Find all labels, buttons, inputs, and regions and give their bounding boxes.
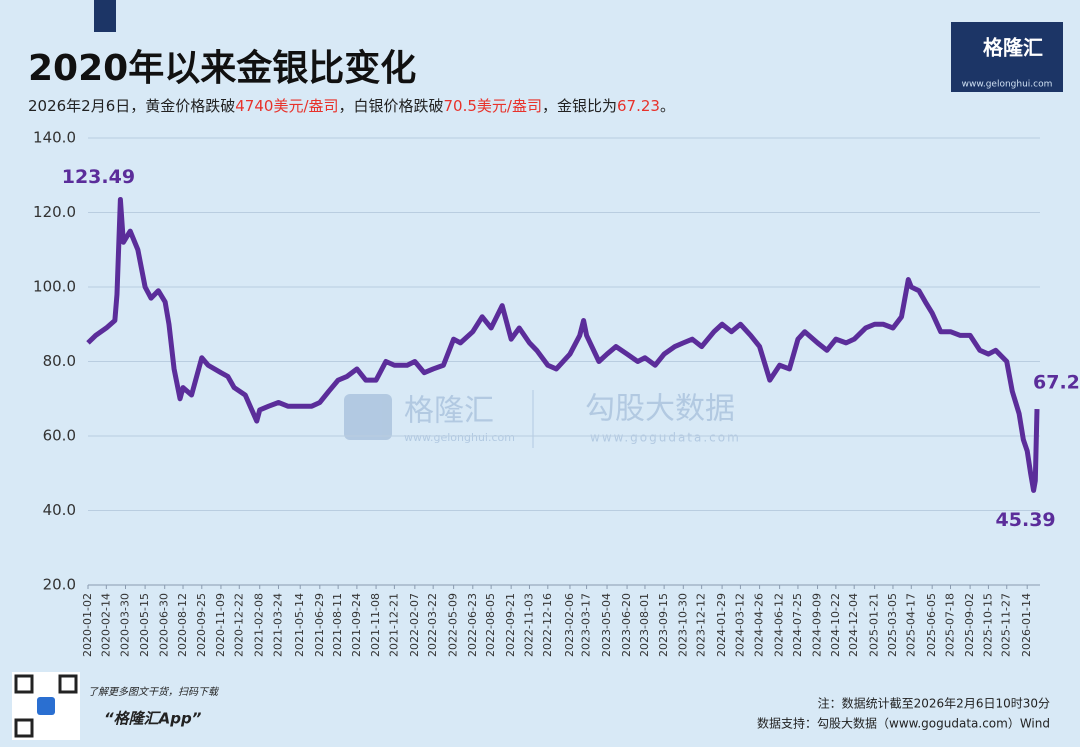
x-tick-label: 2024-10-22 <box>829 593 842 657</box>
y-tick-label: 100.0 <box>33 278 76 296</box>
x-tick-label: 2022-12-16 <box>541 593 554 657</box>
x-tick-label: 2021-12-21 <box>387 593 400 657</box>
x-tick-label: 2025-11-27 <box>1000 593 1013 657</box>
x-tick-label: 2022-02-07 <box>408 593 421 657</box>
qr-finder <box>58 674 78 694</box>
subtitle-part: 。 <box>660 97 675 115</box>
x-tick-label: 2021-05-14 <box>293 593 306 657</box>
logo-text: 格隆汇 <box>983 36 1043 60</box>
x-tick-label: 2020-08-12 <box>176 593 189 657</box>
corner-block <box>94 0 116 32</box>
x-tick-label: 2024-03-12 <box>733 593 746 657</box>
x-tick-label: 2021-11-08 <box>369 593 382 657</box>
logo-box <box>951 22 1063 92</box>
logo: 格隆汇 www.gelonghui.com <box>951 22 1063 92</box>
watermark-icon <box>344 394 392 440</box>
source: 数据支持：勾股大数据（www.gogudata.com）Wind <box>757 716 1050 731</box>
x-tick-label: 2021-09-24 <box>350 593 363 657</box>
x-tick-label: 2023-02-06 <box>563 593 576 657</box>
x-tick-label: 2022-09-21 <box>504 593 517 657</box>
x-tick-label: 2023-09-15 <box>657 593 670 657</box>
x-tick-label: 2022-06-23 <box>466 593 479 657</box>
subtitle: 2026年2月6日，黄金价格跌破4740美元/盎司，白银价格跌破70.5美元/盎… <box>28 97 675 115</box>
qr-logo <box>37 697 55 715</box>
y-tick-label: 40.0 <box>43 501 76 519</box>
watermark-data: 勾股大数据 <box>585 392 735 427</box>
x-tick-label: 2020-11-09 <box>214 593 227 657</box>
x-tick-label: 2023-12-12 <box>695 593 708 657</box>
x-tick-label: 2025-06-05 <box>925 593 938 657</box>
x-tick-label: 2022-11-03 <box>522 593 535 657</box>
qr-finder <box>14 674 34 694</box>
watermark: 格隆汇 www.gelonghui.com 勾股大数据 www.gogudata… <box>344 390 741 448</box>
x-tick-label: 2023-10-30 <box>676 593 689 657</box>
y-tick-label: 20.0 <box>43 576 76 594</box>
x-tick-label: 2022-03-22 <box>426 593 439 657</box>
series-line <box>86 197 1040 493</box>
note: 注：数据统计截至2026年2月6日10时30分 <box>818 696 1050 711</box>
subtitle-part: 67.23 <box>617 97 660 115</box>
watermark-brand: 格隆汇 <box>404 394 494 429</box>
y-tick-label: 80.0 <box>43 352 76 370</box>
x-tick-label: 2023-06-20 <box>620 593 633 657</box>
subtitle-part: ，白银价格跌破 <box>339 97 444 115</box>
x-tick-label: 2024-12-04 <box>847 593 860 657</box>
data-label: 45.39 <box>996 509 1056 531</box>
x-tick-label: 2024-09-09 <box>811 593 824 657</box>
x-tick-label: 2021-06-29 <box>313 593 326 657</box>
x-tick-label: 2020-06-30 <box>158 593 171 657</box>
x-tick-label: 2026-01-14 <box>1020 593 1033 657</box>
x-tick-label: 2024-06-12 <box>773 593 786 657</box>
x-tick-label: 2025-04-17 <box>904 593 917 657</box>
x-tick-label: 2023-05-04 <box>600 593 613 657</box>
x-tick-label: 2022-05-09 <box>447 593 460 657</box>
subtitle-part: ，金银比为 <box>542 97 617 115</box>
subtitle-part: 70.5美元/盎司 <box>444 97 542 115</box>
x-tick-label: 2024-07-25 <box>791 593 804 657</box>
qr-finder <box>14 718 34 738</box>
x-tick-label: 2025-03-05 <box>886 593 899 657</box>
qr-code <box>12 672 80 740</box>
subtitle-part: 2026年2月6日，黄金价格跌破 <box>28 97 235 115</box>
x-tick-label: 2020-12-22 <box>232 593 245 657</box>
subtitle-part: 4740美元/盎司 <box>235 97 338 115</box>
watermark-data-url: www.gogudata.com <box>590 431 741 445</box>
x-tick-label: 2023-03-17 <box>580 593 593 657</box>
x-tick-label: 2020-02-14 <box>99 593 112 657</box>
data-label: 123.49 <box>62 166 135 188</box>
x-tick-label: 2020-05-15 <box>138 593 151 657</box>
x-tick-label: 2021-02-08 <box>253 593 266 657</box>
y-tick-label: 140.0 <box>33 129 76 147</box>
app-name: “格隆汇App” <box>104 710 202 728</box>
x-tick-label: 2025-10-15 <box>981 593 994 657</box>
x-tick-label: 2025-09-02 <box>963 593 976 657</box>
x-tick-label: 2024-01-29 <box>715 593 728 657</box>
x-tick-label: 2020-09-25 <box>195 593 208 657</box>
x-tick-label: 2025-01-21 <box>868 593 881 657</box>
chart-title: 2020年以来金银比变化 <box>28 47 416 89</box>
x-tick-label: 2023-08-01 <box>638 593 651 657</box>
x-tick-label: 2025-07-18 <box>943 593 956 657</box>
x-tick-label: 2022-08-05 <box>484 593 497 657</box>
x-tick-label: 2021-08-11 <box>331 593 344 657</box>
x-tick-label: 2021-03-24 <box>271 593 284 657</box>
x-tick-label: 2020-01-02 <box>81 593 94 657</box>
logo-url: www.gelonghui.com <box>962 80 1053 90</box>
x-tick-label: 2020-03-30 <box>118 593 131 657</box>
y-tick-label: 120.0 <box>33 203 76 221</box>
x-tick-label: 2024-04-26 <box>753 593 766 657</box>
data-label: 67.23 <box>1033 372 1080 394</box>
watermark-brand-url: www.gelonghui.com <box>404 431 515 444</box>
y-tick-label: 60.0 <box>43 427 76 445</box>
qr-caption: 了解更多图文干货，扫码下载 <box>88 686 220 698</box>
